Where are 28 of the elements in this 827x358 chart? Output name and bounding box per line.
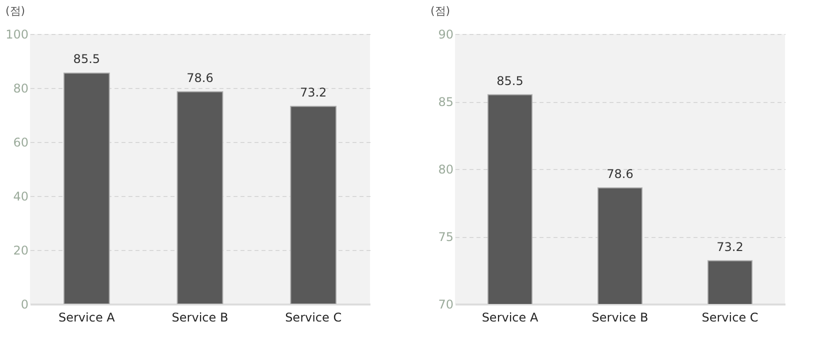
y-tick-label: 80 [438,162,454,176]
y-tick-label: 80 [13,82,28,96]
y-tick-label: 0 [20,298,28,312]
y-axis-title: (점) [430,4,450,18]
data-label: 78.6 [606,166,634,181]
data-label: 73.2 [300,85,327,100]
data-label: 85.5 [73,52,100,66]
bar [64,72,110,304]
x-tick-label: Service C [702,310,758,324]
x-tick-label: Service B [592,310,648,324]
y-tick-label: 20 [13,244,28,258]
bar [290,106,336,304]
x-tick-label: Service A [482,310,539,324]
y-axis-title: (점) [6,4,26,18]
y-tick-label: 90 [438,28,454,42]
data-label: 73.2 [716,240,744,254]
x-tick-label: Service B [172,310,228,324]
data-label: 78.6 [186,70,214,85]
x-tick-label: Service C [285,310,342,324]
bar [176,91,224,304]
y-tick-label: 40 [13,190,28,204]
y-tick-label: 100 [6,28,28,42]
data-label: 85.5 [496,74,524,88]
x-tick-label: Service A [58,310,116,324]
y-tick-label: 85 [438,95,454,109]
y-tick-label: 60 [13,136,28,150]
y-tick-label: 70 [438,298,454,312]
y-tick-label: 75 [438,230,454,244]
